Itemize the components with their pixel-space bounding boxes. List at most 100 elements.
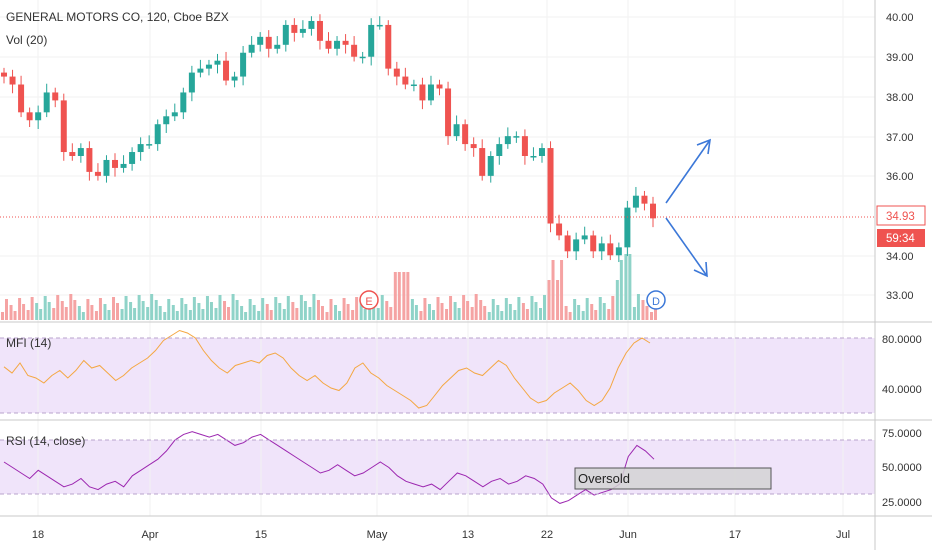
candle <box>265 30 272 58</box>
volume-bar <box>466 301 470 320</box>
volume-bar <box>175 311 179 320</box>
time-tick-15: 15 <box>255 529 267 541</box>
candle <box>453 115 460 141</box>
candle <box>257 32 264 52</box>
volume-bar <box>342 298 346 320</box>
candle <box>18 75 25 118</box>
countdown-value: 59:34 <box>886 233 915 245</box>
earnings-marker[interactable] <box>359 290 379 310</box>
price-candles <box>1 14 656 263</box>
price-tick-40: 40.00 <box>886 12 914 24</box>
volume-bar <box>112 297 116 320</box>
candle <box>402 67 409 90</box>
symbol-title[interactable]: GENERAL MOTORS CO, 120, Cboe BZX <box>6 10 229 24</box>
candle <box>342 34 349 54</box>
candle <box>479 139 486 181</box>
candle <box>368 18 375 66</box>
volume-bar <box>235 300 239 320</box>
volume-bar <box>188 310 192 320</box>
volume-bar <box>13 311 17 320</box>
candle <box>598 236 605 261</box>
candle <box>538 143 545 163</box>
volume-bar <box>410 299 414 320</box>
volume-bar <box>483 306 487 320</box>
volume-bar <box>244 312 248 320</box>
volume-bar <box>556 280 560 320</box>
volume-bar <box>316 300 320 320</box>
volume-bar <box>431 310 435 320</box>
mfi-legend[interactable]: MFI (14) <box>6 336 52 350</box>
volume-bar <box>376 308 380 320</box>
volume-bar <box>585 298 589 320</box>
volume-bar <box>568 312 572 320</box>
candle <box>26 107 33 128</box>
volume-bar <box>491 299 495 320</box>
candle <box>632 186 639 213</box>
time-tick-apr: Apr <box>141 529 158 541</box>
volume-bar <box>351 310 355 320</box>
dividend-marker-label: D <box>652 296 660 308</box>
candle <box>316 14 323 50</box>
volume-bar <box>363 309 367 320</box>
volume-bar <box>60 301 64 320</box>
volume-bar <box>619 260 623 320</box>
candle <box>641 190 648 211</box>
volume-bar <box>94 311 98 320</box>
volume-bar <box>419 311 423 320</box>
volume-bar <box>22 304 26 320</box>
candle <box>590 230 597 259</box>
volume-bar <box>43 296 47 320</box>
volume-bar <box>39 309 43 320</box>
volume-bar <box>205 296 209 320</box>
candle <box>9 69 16 94</box>
last-price-tag <box>876 205 926 226</box>
oversold-box[interactable] <box>574 467 772 490</box>
candle <box>393 61 400 86</box>
rsi-tick-25: 25.0000 <box>882 497 922 509</box>
volume-bar <box>214 308 218 320</box>
rsi-legend[interactable]: RSI (14, close) <box>6 434 86 448</box>
volume-bar <box>120 309 124 320</box>
time-tick-17: 17 <box>729 529 741 541</box>
volume-bar <box>35 303 39 320</box>
volume-bar <box>372 302 376 320</box>
volume-bar <box>274 297 278 320</box>
volume-bar <box>325 312 329 320</box>
volume-bar <box>291 302 295 320</box>
volume-bar <box>77 306 81 320</box>
volume-bar <box>457 308 461 320</box>
price-tick-39: 39.00 <box>886 52 914 64</box>
volume-bar <box>299 295 303 320</box>
volume-bar <box>525 309 529 320</box>
candle <box>94 163 101 181</box>
up-forecast-arrow[interactable] <box>665 138 711 204</box>
volume-bar <box>645 306 649 320</box>
mfi-tick-40: 40.0000 <box>882 384 922 396</box>
volume-bar <box>427 304 431 320</box>
volume-bar <box>334 305 338 320</box>
mfi-line <box>3 329 651 409</box>
volume-bar <box>320 306 324 320</box>
down-forecast-arrow[interactable] <box>665 217 708 278</box>
volume-bar <box>385 301 389 320</box>
candle <box>248 36 255 58</box>
volume-legend[interactable]: Vol (20) <box>6 33 48 47</box>
volume-bar <box>52 308 56 320</box>
countdown-tag <box>877 229 925 247</box>
dividend-marker[interactable] <box>646 290 666 310</box>
candle <box>530 147 537 161</box>
volume-bar <box>474 294 478 320</box>
volume-bar <box>163 312 167 320</box>
volume-bar <box>560 260 564 320</box>
volume-bar <box>573 299 577 320</box>
candle <box>445 81 452 145</box>
candle <box>487 151 494 183</box>
price-tick-36: 36.00 <box>886 171 914 183</box>
volume-bar <box>508 304 512 320</box>
candle <box>299 20 306 38</box>
volume-bar <box>598 297 602 320</box>
volume-bar <box>355 297 359 320</box>
volume-bar <box>602 303 606 320</box>
volume-bar <box>414 305 418 320</box>
